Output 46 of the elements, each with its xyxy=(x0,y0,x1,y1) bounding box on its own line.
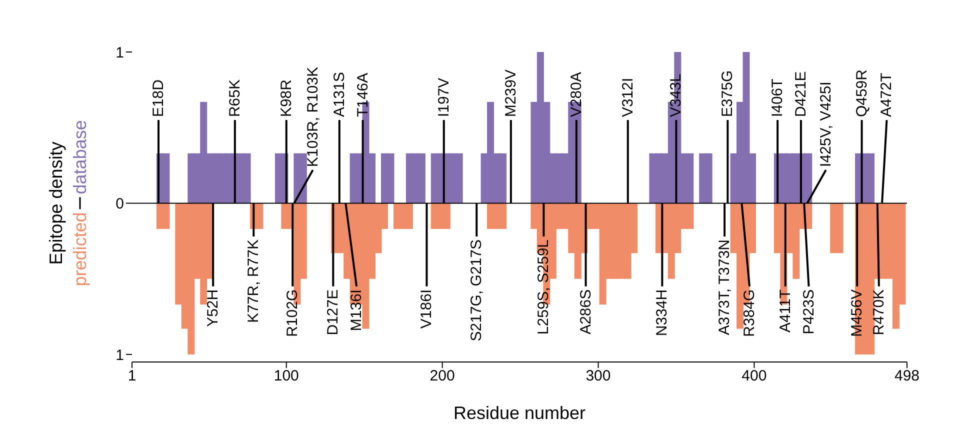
annotation: K103R, R103K xyxy=(304,66,322,167)
annotation: A411T xyxy=(776,289,794,332)
annotation: D421E xyxy=(792,71,810,118)
annotation: Q459R xyxy=(853,69,870,118)
annotation: N334H xyxy=(654,289,671,336)
y-tick-label: 1 xyxy=(116,346,124,364)
text: database xyxy=(70,120,90,194)
annotation: R384G xyxy=(741,289,758,337)
y-tick-label: 0 xyxy=(116,196,124,213)
x-tick-label: 300 xyxy=(586,368,611,385)
x-tick-label: 1 xyxy=(128,368,136,385)
annotation: I197V xyxy=(435,78,452,118)
annotation: V280A xyxy=(568,72,585,118)
annotation: A373T, T373N xyxy=(716,239,734,336)
y-tick-label: 1 xyxy=(116,44,124,62)
annotation: A286S xyxy=(577,289,594,334)
x-tick-label: 100 xyxy=(274,368,299,385)
annotation: R102G xyxy=(284,289,302,337)
annotation: S217G, G217S xyxy=(468,239,486,342)
annotation: A472T xyxy=(878,72,896,118)
annotation: E375G xyxy=(719,70,736,118)
annotation: R65K xyxy=(226,80,244,118)
annotation: V343L xyxy=(668,74,685,118)
annotation: I406T xyxy=(769,78,786,118)
x-tick-label: 498 xyxy=(894,368,920,385)
y-axis-title: Epitope density xyxy=(46,142,66,265)
annotation: D127E xyxy=(324,289,342,336)
annotation: K98R xyxy=(278,79,295,118)
annotation: P423S xyxy=(800,289,818,334)
x-tick-label: 400 xyxy=(742,368,767,385)
annotation: R470K xyxy=(870,289,888,336)
annotation: M136I xyxy=(348,289,366,332)
annotation: Y52H xyxy=(204,289,222,327)
annotation: L259S, S259L xyxy=(535,239,552,335)
annotation: M456V xyxy=(848,289,866,337)
annotation: V186I xyxy=(418,289,436,329)
annotation: M239V xyxy=(502,70,520,118)
x-axis-title: Residue number xyxy=(453,403,586,423)
annotation: E18D xyxy=(150,79,168,118)
text: predicted xyxy=(70,212,90,286)
annotation: T146A xyxy=(354,72,372,118)
annotation: I425V, V425I xyxy=(817,82,834,167)
annotation: K77R, R77K xyxy=(245,239,262,323)
x-tick-label: 200 xyxy=(430,368,455,385)
annotation: V312I xyxy=(619,78,636,118)
annotation: A131S xyxy=(330,72,348,118)
